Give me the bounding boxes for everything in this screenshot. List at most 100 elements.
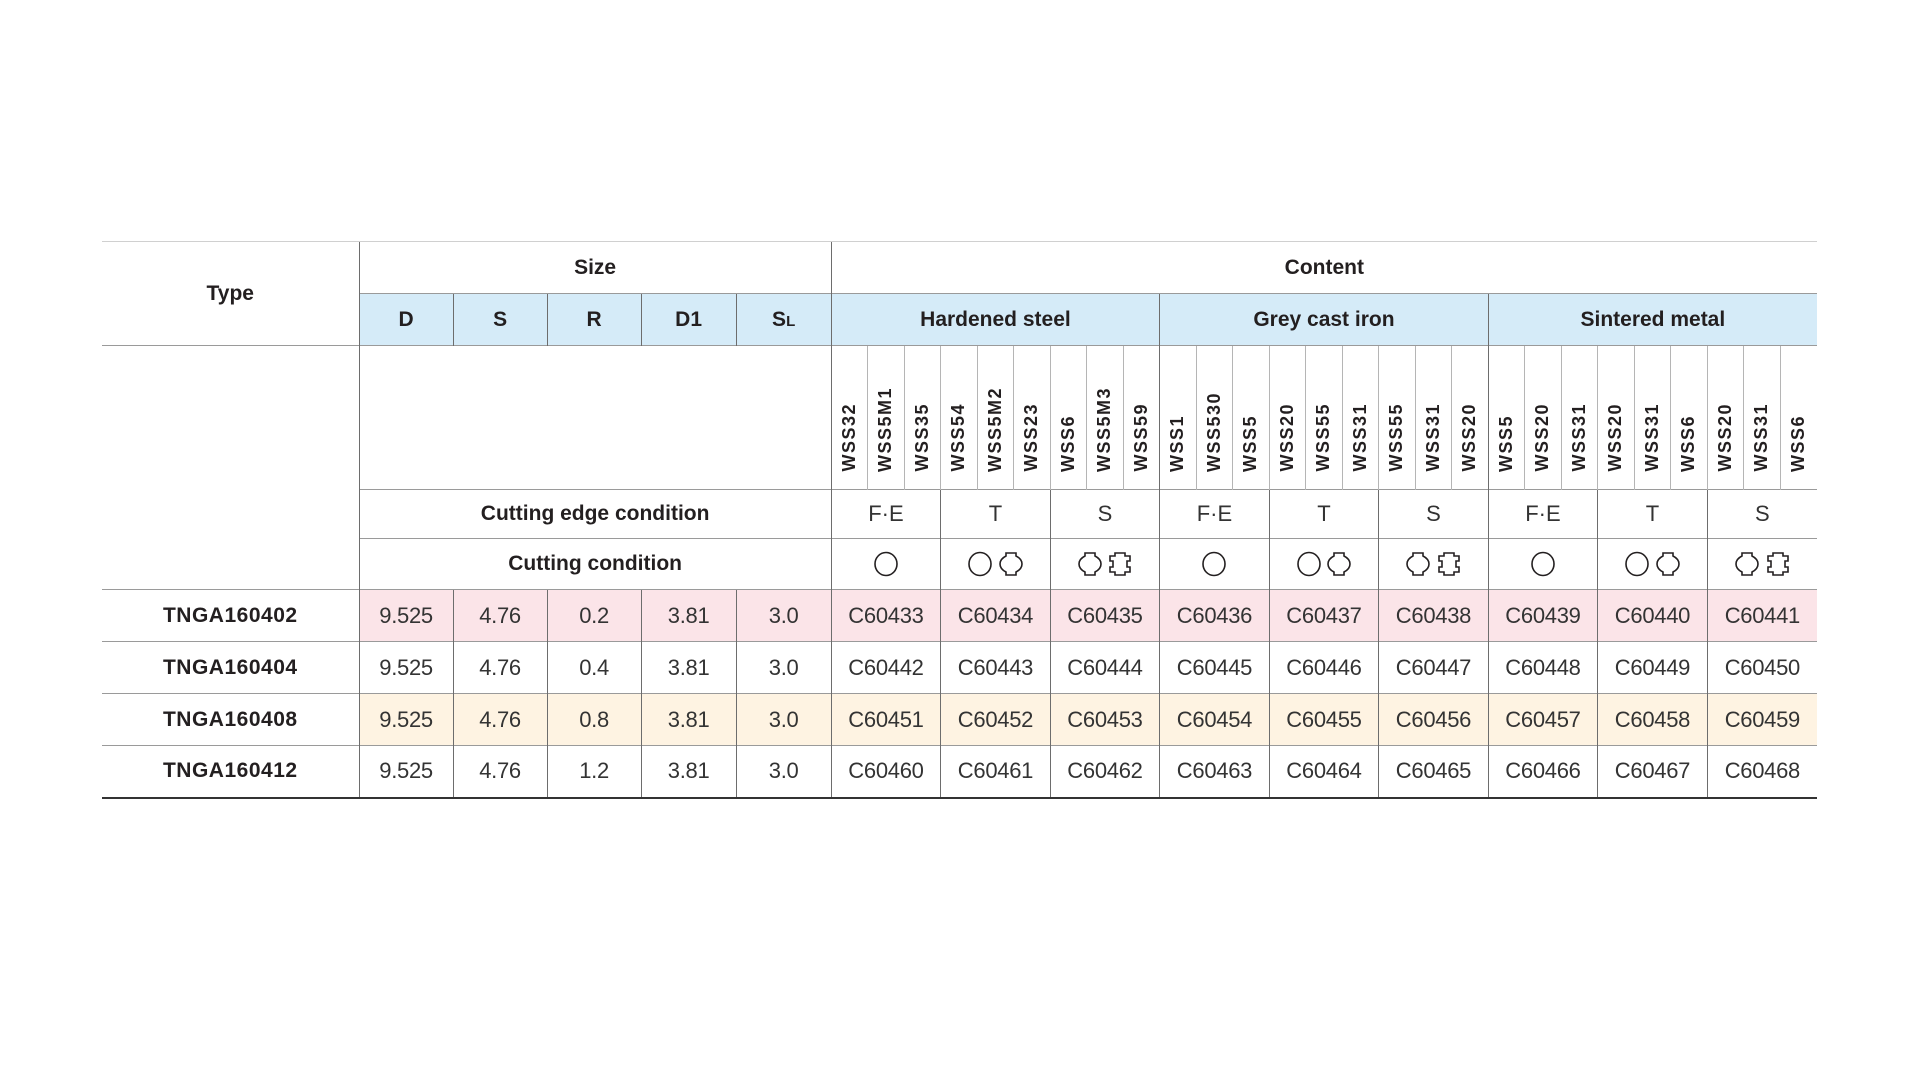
size-header: Size [358,241,832,294]
grade-label-text: WSS31 [1422,403,1443,472]
grade-label-text: WSS20 [1532,403,1553,472]
grade-label: WSS5M2 [976,345,1014,490]
size-col-s: S [452,293,548,346]
size-value: 9.525 [358,641,454,694]
grade-label: WSS6 [1779,345,1817,490]
content-header: Content [830,241,1817,294]
grade-label: WSS6 [1049,345,1087,490]
grade-label: WSS20 [1597,345,1635,490]
order-code: C60438 [1378,589,1489,642]
material-header: Sintered metal [1487,293,1817,346]
edge-condition: F·E [830,489,941,539]
order-code: C60433 [830,589,941,642]
grade-label-text: WSS6 [1788,414,1809,472]
grade-label: WSS5 [1487,345,1525,490]
size-value: 9.525 [358,589,454,642]
grade-label-text: WSS20 [1605,403,1626,472]
grade-label: WSS31 [1341,345,1379,490]
light-interrupted-cut-icon [1268,538,1379,590]
grade-label: WSS1 [1159,345,1197,490]
size-col-r: R [546,293,642,346]
continuous-cut-icon [830,538,941,590]
edge-condition: T [1597,489,1708,539]
size-value: 4.76 [452,589,548,642]
order-code: C60466 [1487,745,1598,799]
order-code: C60467 [1597,745,1708,799]
grade-label-text: WSS1 [1167,414,1188,472]
size-value: 3.81 [640,589,737,642]
size-value: 0.2 [546,589,642,642]
light-interrupted-cut-icon [1597,538,1708,590]
order-code: C60446 [1268,641,1379,694]
grade-label-text: WSS5M3 [1094,386,1115,472]
size-value: 0.8 [546,693,642,746]
grade-label-text: WSS5 [1240,414,1261,472]
heavy-interrupted-cut-icon [1049,538,1160,590]
size-col-sl: SL [735,293,832,346]
order-code: C60452 [940,693,1051,746]
edge-condition: S [1706,489,1817,539]
order-code: C60453 [1049,693,1160,746]
type-header: Type [102,241,360,346]
size-value: 9.525 [358,693,454,746]
grade-label: WSS23 [1013,345,1051,490]
material-header: Grey cast iron [1159,293,1489,346]
heavy-interrupted-cut-icon [1378,538,1489,590]
type-blank [102,345,360,590]
order-code: C60450 [1706,641,1817,694]
size-value: 4.76 [452,693,548,746]
order-code: C60464 [1268,745,1379,799]
edge-condition: S [1049,489,1160,539]
grade-label-text: WSS55 [1313,403,1334,472]
order-code: C60444 [1049,641,1160,694]
grade-label-text: WSS530 [1203,391,1224,472]
edge-condition: S [1378,489,1489,539]
order-code: C60458 [1597,693,1708,746]
order-code: C60451 [830,693,941,746]
edge-condition: F·E [1159,489,1270,539]
grade-label: WSS32 [830,345,868,490]
grade-label-text: WSS55 [1386,403,1407,472]
grade-label-text: WSS31 [1568,403,1589,472]
order-code: C60455 [1268,693,1379,746]
row-type: TNGA160412 [102,745,360,799]
continuous-cut-icon [1487,538,1598,590]
size-value: 3.0 [735,589,832,642]
grade-label: WSS31 [1633,345,1671,490]
grade-label: WSS35 [903,345,941,490]
grade-label: WSS20 [1706,345,1744,490]
grade-label: WSS5 [1232,345,1270,490]
size-value: 3.81 [640,693,737,746]
cutting-condition-label: Cutting condition [358,538,832,590]
grade-label: WSS59 [1122,345,1160,490]
grade-label-text: WSS20 [1459,403,1480,472]
product-table: Type Size Content D S R D1 SL Hardened steel Grey… [102,241,1817,799]
material-header: Hardened steel [830,293,1160,346]
order-code: C60436 [1159,589,1270,642]
grade-label-text: WSS31 [1349,403,1370,472]
grade-label: WSS31 [1743,345,1781,490]
grade-label-text: WSS31 [1751,403,1772,472]
order-code: C60461 [940,745,1051,799]
size-blank [358,345,832,490]
grade-label: WSS6 [1670,345,1708,490]
size-col-d1: D1 [640,293,737,346]
order-code: C60441 [1706,589,1817,642]
grade-label: WSS20 [1268,345,1306,490]
size-value: 3.0 [735,641,832,694]
grade-label: WSS31 [1414,345,1452,490]
size-col-d: D [358,293,454,346]
row-type: TNGA160404 [102,641,360,694]
grade-label-text: WSS5M1 [875,386,896,472]
size-value: 9.525 [358,745,454,799]
size-value: 4.76 [452,641,548,694]
grade-label-text: WSS6 [1057,414,1078,472]
order-code: C60465 [1378,745,1489,799]
edge-condition: F·E [1487,489,1598,539]
order-code: C60437 [1268,589,1379,642]
edge-condition: T [940,489,1051,539]
grade-label-text: WSS54 [948,403,969,472]
grade-label: WSS20 [1524,345,1562,490]
order-code: C60439 [1487,589,1598,642]
size-value: 4.76 [452,745,548,799]
